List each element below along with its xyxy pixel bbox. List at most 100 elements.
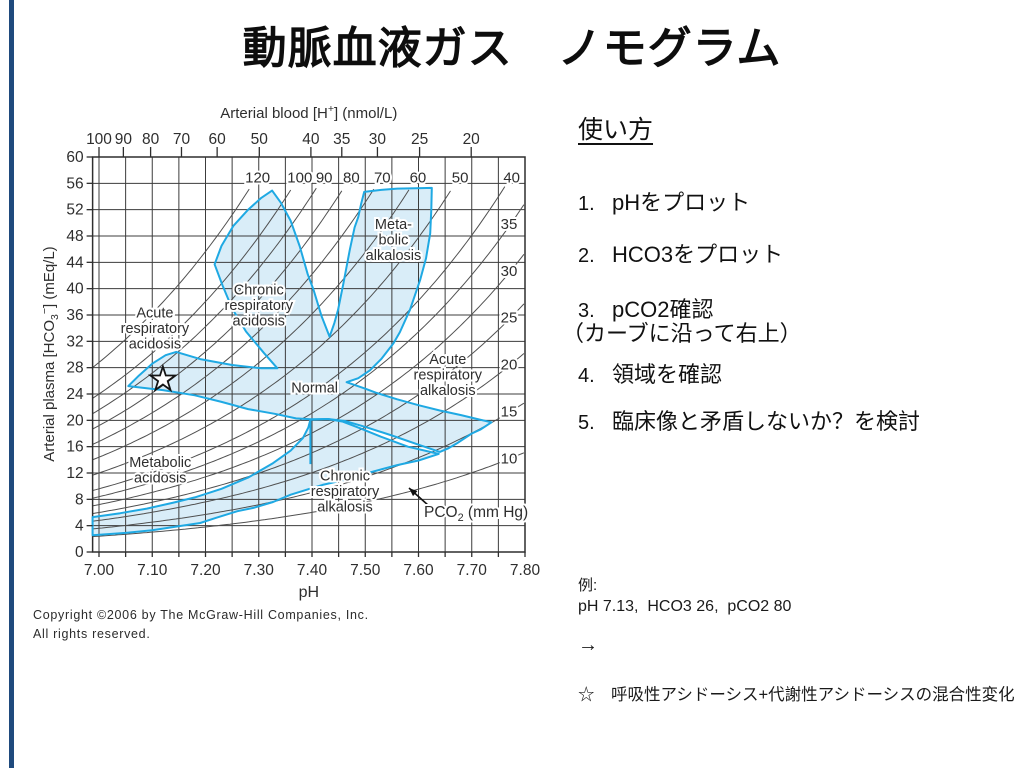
example-conclusion: ☆ 呼吸性アシドーシス+代謝性アシドーシスの混合性変化 (578, 686, 1015, 704)
pco2-label-15: 15 (501, 403, 518, 420)
x-tick-label: 7.30 (244, 562, 275, 579)
copyright-notice: Copyright ©2006 by The McGraw-Hill Compa… (33, 606, 369, 645)
top-tick-label: 70 (173, 131, 191, 148)
usage-item-6: 5. 臨床像と矛盾しないか？を検討 (578, 404, 920, 436)
star-marker (147, 363, 179, 393)
example-label: 例: (578, 577, 598, 594)
pco2-curve-70 (92, 188, 375, 445)
pco2-arrowhead-icon (409, 488, 418, 497)
pco2-curves (92, 186, 525, 538)
pco2-label-30: 30 (501, 263, 518, 280)
pco2-curve-50 (92, 190, 451, 476)
usage-item-text: pHをプロット (612, 190, 751, 215)
page-title: 動脈血液ガス ノモグラム (242, 24, 782, 73)
y-tick-label: 48 (66, 228, 83, 245)
x-tick-label: 7.00 (84, 562, 115, 579)
top-tick-label: 20 (463, 131, 481, 148)
y-tick-label: 60 (66, 149, 84, 166)
top-tick-label: 30 (369, 131, 387, 148)
pco2-curve-90 (92, 187, 317, 415)
grid (92, 157, 526, 552)
usage-item-text: 領域を確認 (612, 362, 723, 387)
usage-item-4: （カーブに沿って右上） (562, 316, 802, 348)
top-tick-label: 90 (115, 131, 133, 148)
plot-border (91, 156, 526, 553)
example-values: pH 7.13, HCO3 26, pCO2 80 (578, 598, 792, 615)
pco2-label-80: 80 (343, 169, 360, 186)
pco2-curve-120 (92, 188, 250, 368)
pco2-curve-25 (92, 303, 525, 515)
pco2-label-70: 70 (374, 169, 391, 186)
usage-item-2: 2. HCO3をプロット (578, 237, 783, 269)
pco2-label-100: 100 (287, 169, 312, 186)
y-tick-label: 40 (66, 281, 84, 298)
region-label-metabolic-alkalosis: Meta-bolic alkalosis (366, 217, 422, 264)
x-tick-label: 7.60 (403, 562, 434, 579)
region-label-acute-respiratory-alkalosis: Acute respiratory alkalosis (414, 352, 483, 399)
usage-item-number: 3. (578, 300, 595, 322)
region-label-normal: Normal (291, 380, 338, 396)
pco2-label-40: 40 (503, 169, 520, 186)
pco2-label-35: 35 (501, 216, 518, 233)
usage-item-5: 4. 領域を確認 (578, 357, 722, 389)
pco2-axis-label: PCO2 (mm Hg) (424, 504, 528, 524)
y-tick-label: 36 (66, 307, 83, 324)
top-tick-label: 100 (86, 131, 112, 148)
y-tick-label: 24 (66, 386, 84, 403)
y-tick-label: 20 (66, 412, 84, 429)
pco2-curve-30 (92, 253, 525, 507)
x-tick-label: 7.80 (510, 562, 541, 579)
pco2-curve-10 (92, 452, 525, 538)
x-tick-label: 7.10 (137, 562, 168, 579)
y-axis-title: Arterial plasma [HCO3−] (mEq/L) (39, 246, 61, 461)
usage-item-number: 5. (578, 412, 595, 434)
pco2-curve-35 (92, 204, 525, 499)
region-outlines (91, 186, 493, 537)
pco2-label-25: 25 (501, 310, 518, 327)
pco2-label-120: 120 (245, 169, 270, 186)
pco2-label-60: 60 (410, 169, 427, 186)
copyright-line-1: Copyright ©2006 by The McGraw-Hill Compa… (33, 608, 369, 622)
y-tick-label: 56 (66, 175, 83, 192)
example-arrow-icon: → (578, 634, 598, 656)
top-tick-label: 25 (411, 131, 428, 148)
pco2-curve-40 (92, 186, 506, 491)
y-tick-label: 52 (66, 202, 83, 219)
pco2-label-10: 10 (501, 450, 518, 467)
top-tick-label: 40 (302, 131, 320, 148)
top-tick-label: 50 (251, 131, 269, 148)
usage-item-text: 臨床像と矛盾しないか？を検討 (612, 409, 921, 434)
pco2-curve-15 (92, 402, 525, 530)
slide-accent-bar (9, 0, 14, 768)
region-label-metabolic-acidosis: Metabolic acidosis (129, 455, 191, 487)
pco2-curve-20 (92, 353, 525, 522)
region-label-chronic-respiratory-acidosis: Chronic respiratory acidosis (225, 283, 294, 330)
x-axis: 7.00 7.10 7.20 7.30 7.40 7.50 7.60 7.70 7.80 pH (84, 552, 541, 601)
region-label-chronic-respiratory-alkalosis: Chronic respiratory alkalosis (311, 468, 380, 515)
y-tick-label: 28 (66, 360, 83, 377)
region-labels: Acute respiratory acidosis Chronic respirato… (119, 215, 485, 517)
pco2-label-20: 20 (501, 357, 518, 374)
copyright-line-2: All rights reserved. (33, 627, 151, 642)
y-tick-label: 4 (75, 518, 84, 535)
y-tick-label: 32 (66, 333, 83, 350)
y-tick-label: 16 (66, 439, 83, 456)
usage-item-text: pCO2確認 (612, 297, 714, 322)
y-tick-label: 12 (66, 465, 83, 482)
usage-item-number: 1. (578, 193, 595, 215)
usage-item-3: 3. pCO2確認 (578, 292, 713, 324)
usage-item-number: 4. (578, 365, 595, 387)
usage-item-1: 1. pHをプロット (578, 185, 750, 217)
usage-heading: 使い方 (578, 116, 654, 144)
top-tick-label: 80 (142, 131, 160, 148)
x-tick-label: 7.70 (457, 562, 488, 579)
usage-item-text: HCO3をプロット (612, 242, 784, 267)
top-tick-label: 60 (209, 131, 227, 148)
usage-item-text: （カーブに沿って右上） (562, 321, 802, 346)
usage-item-number: 2. (578, 245, 595, 267)
region-label-acute-respiratory-acidosis: Acute respiratory acidosis (121, 306, 190, 353)
pco2-label-50: 50 (452, 169, 469, 186)
